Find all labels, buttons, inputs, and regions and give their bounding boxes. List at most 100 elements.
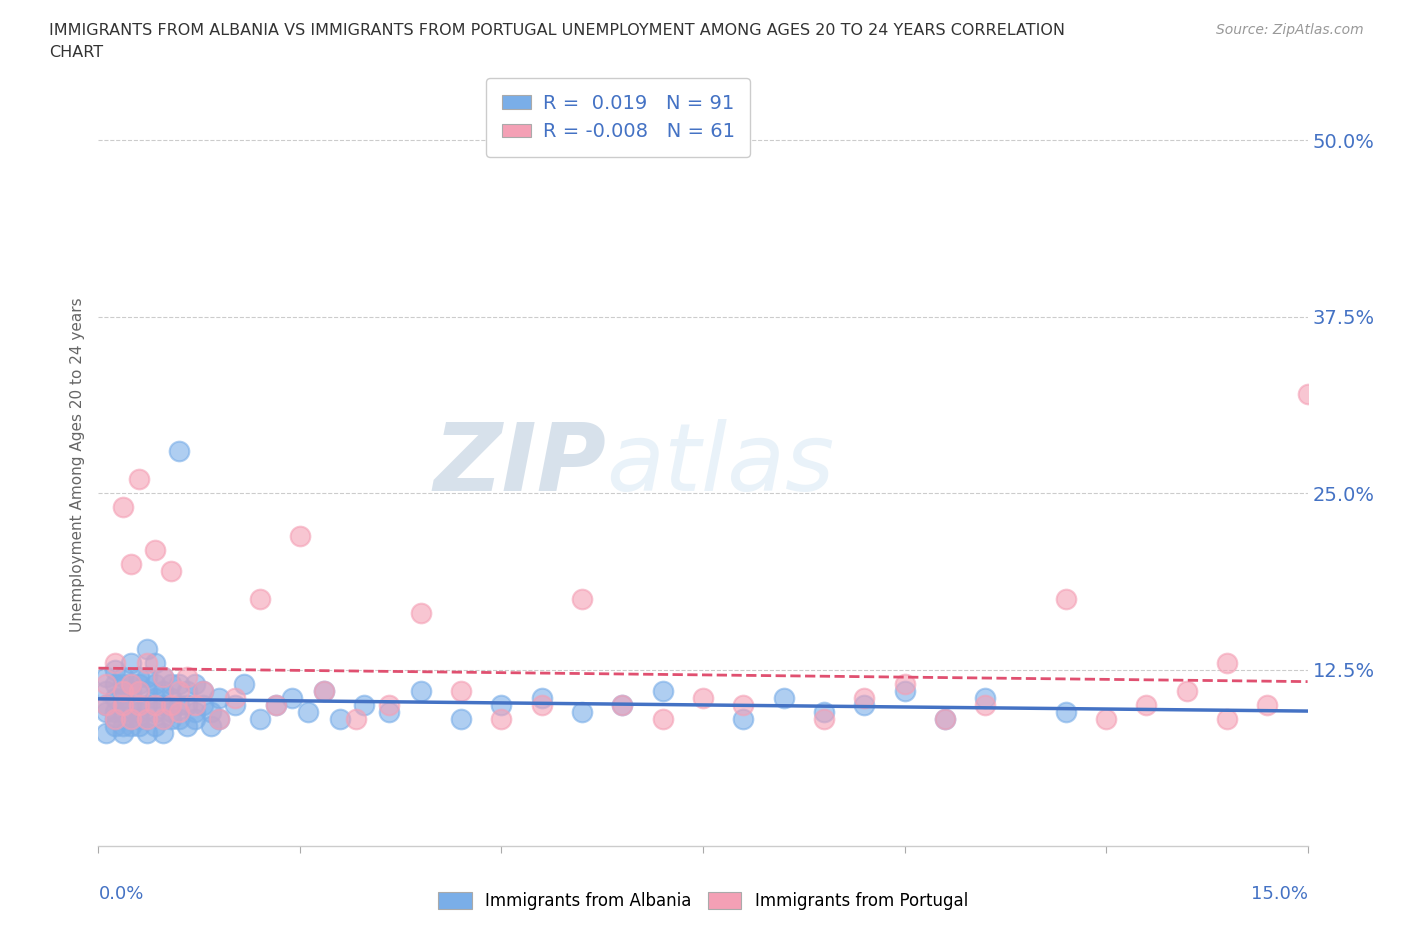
Point <box>571 705 593 720</box>
Point <box>120 676 142 691</box>
Text: 0.0%: 0.0% <box>98 885 143 903</box>
Point <box>651 684 673 698</box>
Point <box>111 684 134 698</box>
Point <box>176 670 198 684</box>
Point <box>152 711 174 726</box>
Point <box>111 698 134 712</box>
Point <box>111 705 134 720</box>
Point <box>733 698 755 712</box>
Point <box>329 711 352 726</box>
Point <box>111 691 134 706</box>
Point <box>1054 705 1077 720</box>
Point <box>853 698 876 712</box>
Point <box>1256 698 1278 712</box>
Point <box>692 691 714 706</box>
Point <box>893 684 915 698</box>
Point <box>934 711 956 726</box>
Point <box>264 698 287 712</box>
Point <box>120 556 142 571</box>
Point <box>167 684 190 698</box>
Point <box>96 676 118 691</box>
Point <box>853 691 876 706</box>
Point <box>135 726 157 741</box>
Point <box>450 711 472 726</box>
Point <box>135 698 157 712</box>
Point <box>128 684 150 698</box>
Text: Source: ZipAtlas.com: Source: ZipAtlas.com <box>1216 23 1364 37</box>
Point <box>297 705 319 720</box>
Y-axis label: Unemployment Among Ages 20 to 24 years: Unemployment Among Ages 20 to 24 years <box>69 298 84 632</box>
Point <box>1337 698 1360 712</box>
Point <box>1175 684 1198 698</box>
Point <box>208 711 231 726</box>
Point <box>612 698 634 712</box>
Point <box>96 726 118 741</box>
Point <box>120 676 142 691</box>
Point <box>103 711 125 726</box>
Text: CHART: CHART <box>49 45 103 60</box>
Point <box>208 711 231 726</box>
Point <box>103 656 125 671</box>
Point <box>103 719 125 734</box>
Point <box>813 711 835 726</box>
Point <box>184 705 207 720</box>
Point <box>152 698 174 712</box>
Point <box>249 591 271 606</box>
Point <box>143 719 166 734</box>
Legend: R =  0.019   N = 91, R = -0.008   N = 61: R = 0.019 N = 91, R = -0.008 N = 61 <box>486 78 751 157</box>
Point <box>160 698 183 712</box>
Point <box>160 711 183 726</box>
Point <box>176 719 198 734</box>
Point <box>96 698 118 712</box>
Point <box>184 711 207 726</box>
Point <box>120 684 142 698</box>
Point <box>135 711 157 726</box>
Point <box>184 676 207 691</box>
Point <box>974 698 997 712</box>
Point <box>103 705 125 720</box>
Point <box>120 656 142 671</box>
Point <box>135 684 157 698</box>
Point <box>193 684 215 698</box>
Point <box>111 500 134 515</box>
Point <box>96 684 118 698</box>
Point <box>200 705 222 720</box>
Point <box>314 684 336 698</box>
Point <box>143 698 166 712</box>
Point <box>249 711 271 726</box>
Point <box>167 698 190 712</box>
Point <box>160 691 183 706</box>
Point <box>128 698 150 712</box>
Point <box>160 676 183 691</box>
Point <box>491 711 513 726</box>
Point <box>1054 591 1077 606</box>
Point <box>224 691 246 706</box>
Point <box>1135 698 1157 712</box>
Point <box>1095 711 1118 726</box>
Point <box>152 726 174 741</box>
Point <box>651 711 673 726</box>
Point <box>409 684 432 698</box>
Point <box>281 691 304 706</box>
Point <box>128 705 150 720</box>
Point <box>208 691 231 706</box>
Point <box>128 719 150 734</box>
Point <box>450 684 472 698</box>
Point <box>167 711 190 726</box>
Point <box>96 670 118 684</box>
Point <box>111 726 134 741</box>
Text: atlas: atlas <box>606 419 835 511</box>
Point <box>128 676 150 691</box>
Point <box>224 698 246 712</box>
Point <box>111 670 134 684</box>
Point <box>571 591 593 606</box>
Point <box>111 698 134 712</box>
Point <box>143 656 166 671</box>
Point <box>377 705 399 720</box>
Point <box>96 698 118 712</box>
Point <box>193 698 215 712</box>
Point <box>1216 656 1239 671</box>
Point <box>176 698 198 712</box>
Point <box>813 705 835 720</box>
Point <box>120 711 142 726</box>
